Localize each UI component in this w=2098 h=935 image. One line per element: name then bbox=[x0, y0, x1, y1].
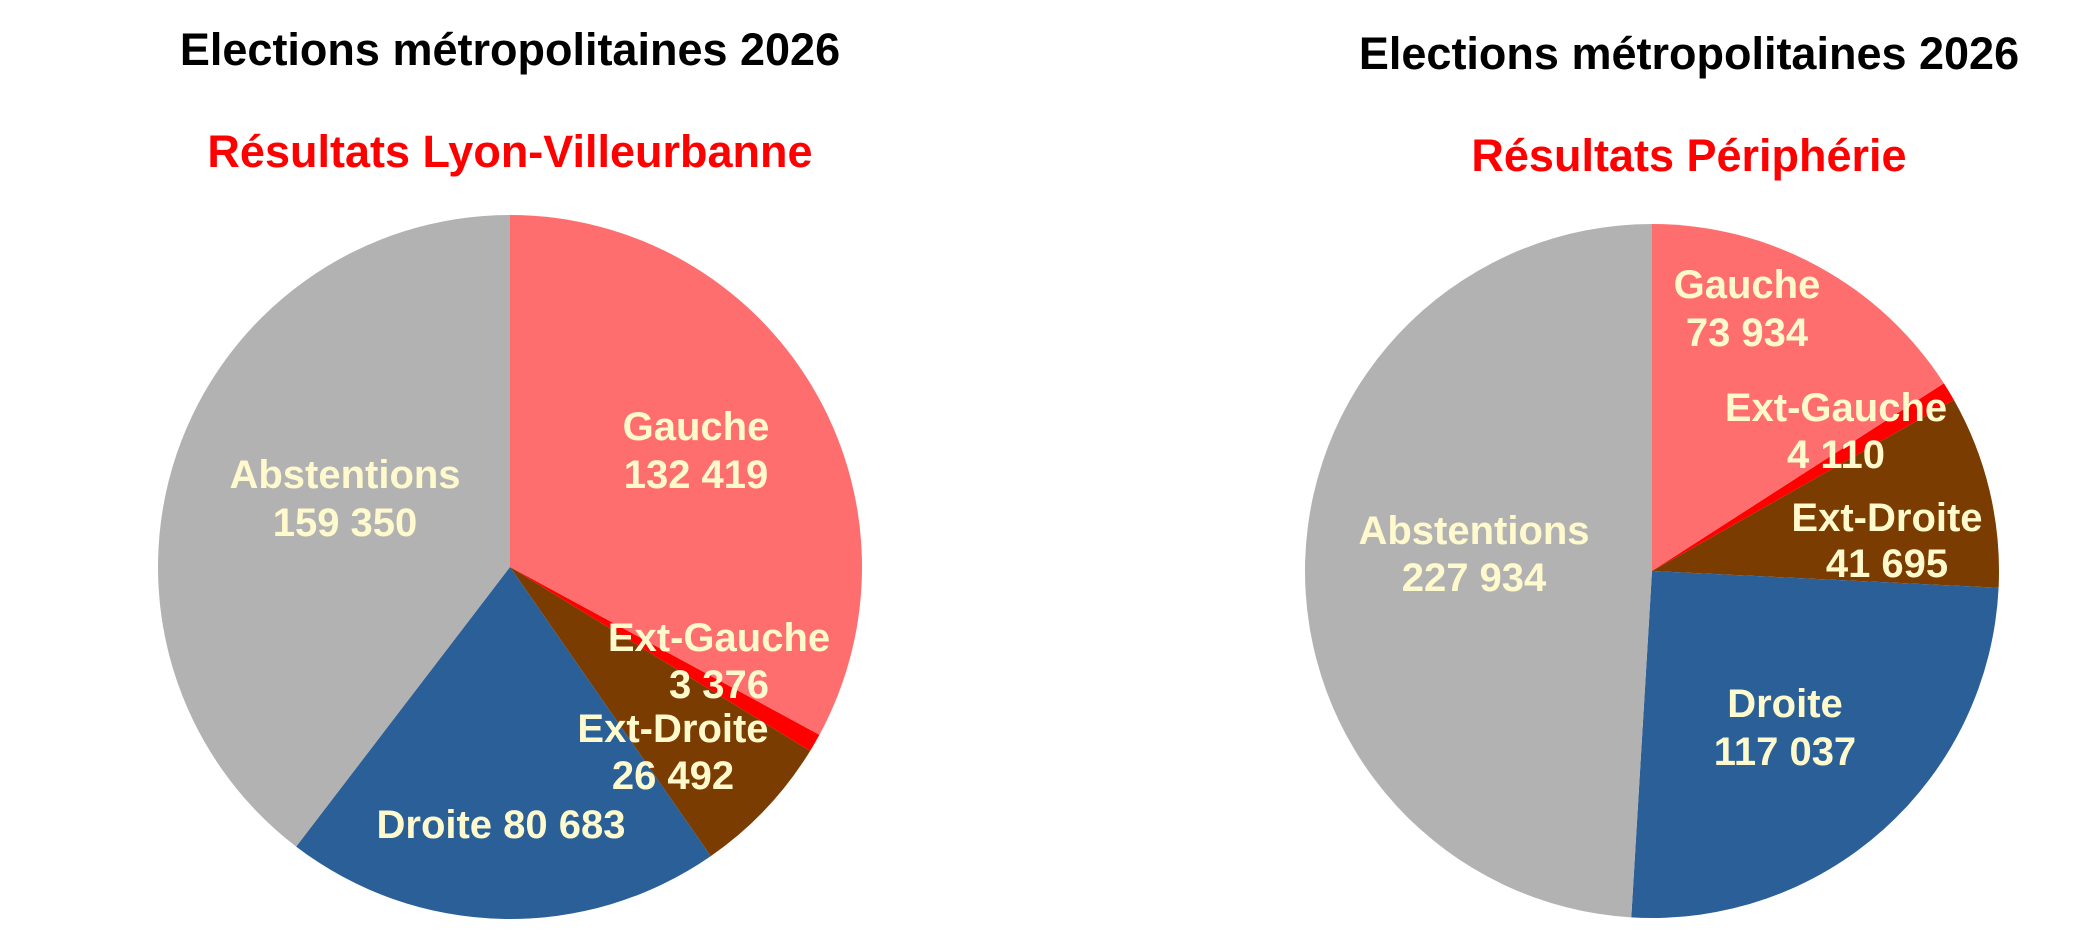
chart-panel-lyon: Elections métropolitaines 2026 Résultats… bbox=[158, 24, 863, 920]
chart-panel-peripherie: Elections métropolitaines 2026 Résultats… bbox=[1049, 0, 2098, 935]
data-label-abstentions: Abstentions 159 350 bbox=[229, 453, 460, 545]
data-label-ext-droite: Ext-Droite 41 695 bbox=[1791, 496, 1982, 586]
data-label-ext-gauche: Ext-Gauche 3 376 bbox=[608, 616, 830, 707]
chart-subtitle: Résultats Périphérie bbox=[1471, 130, 1907, 181]
chart-title: Elections métropolitaines 2026 bbox=[179, 24, 841, 75]
pie-slice-ext-gauche bbox=[510, 567, 820, 751]
pie-slice-ext-gauche bbox=[1652, 383, 1954, 571]
pie-slice-droite bbox=[1631, 571, 1999, 918]
pie-slice-gauche bbox=[510, 215, 863, 735]
pie-slice-ext-droite bbox=[510, 567, 811, 857]
chart-subtitle: Résultats Lyon-Villeurbanne bbox=[207, 126, 813, 177]
pie-slice-abstentions bbox=[1305, 224, 1652, 918]
data-label-droite: Droite 80 683 bbox=[376, 803, 625, 847]
chart-title: Elections métropolitaines 2026 bbox=[1358, 28, 2020, 79]
pie-chart-peripherie: Gauche 73 934 Ext-Gauche 4 110 Ext-Droite 41 … bbox=[1305, 224, 1999, 918]
pie-slice-droite bbox=[296, 567, 711, 920]
data-label-ext-gauche: Ext-Gauche 4 110 bbox=[1725, 386, 1947, 477]
data-label-abstentions: Abstentions 227 934 bbox=[1358, 509, 1589, 600]
pie-slice-gauche bbox=[1652, 224, 1944, 571]
data-label-ext-droite: Ext-Droite 26 492 bbox=[577, 707, 768, 798]
data-label-gauche: Gauche 132 419 bbox=[623, 405, 770, 497]
pie-slice-ext-droite bbox=[1652, 399, 1999, 588]
pie-slice-abstentions bbox=[158, 215, 511, 847]
data-label-gauche: Gauche 73 934 bbox=[1674, 263, 1821, 355]
data-label-droite: Droite 117 037 bbox=[1714, 682, 1856, 774]
